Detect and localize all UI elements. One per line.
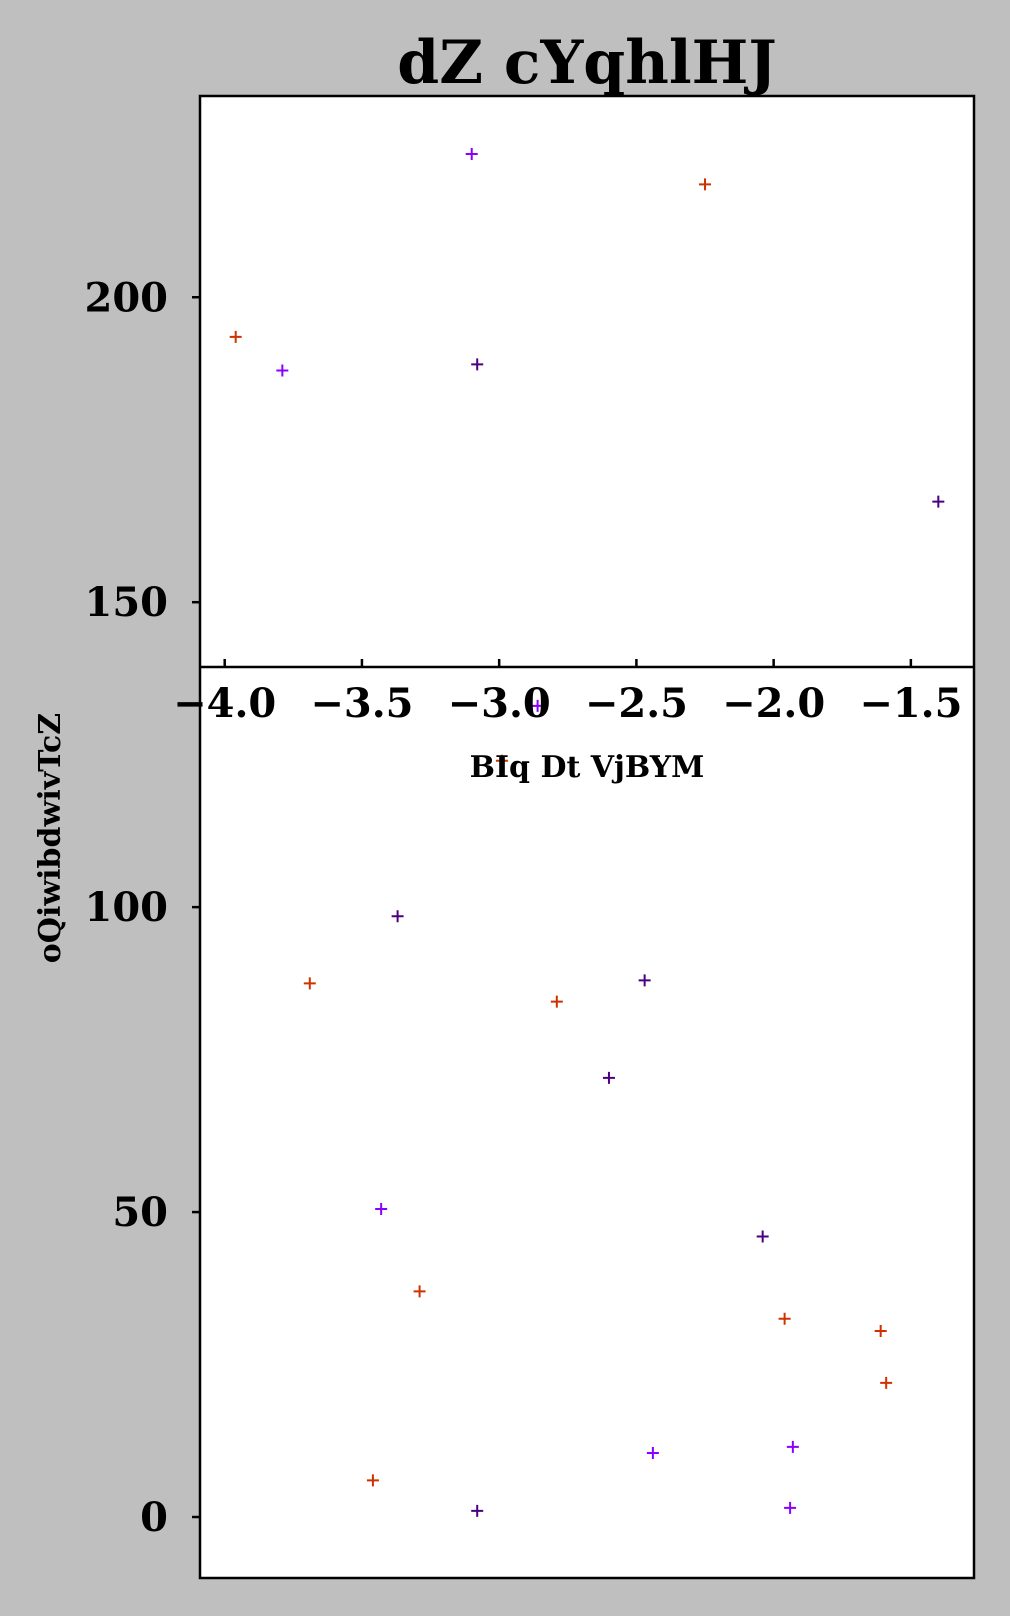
data-point [465, 147, 478, 160]
x-axis-label: BIq Dt VjBYM [470, 750, 705, 785]
data-point [699, 178, 712, 191]
data-point [932, 495, 945, 508]
data-point [756, 1230, 769, 1243]
data-point [602, 1071, 615, 1084]
x-axis-ticks: −4.0 −3.5 −3.0 −2.5 −2.0 −1.5 [173, 659, 962, 727]
data-point [276, 364, 289, 377]
data-point [880, 1376, 893, 1389]
y-axis-label: oQiwibdwivTcZ [33, 713, 68, 963]
data-point [874, 1325, 887, 1337]
data-point [391, 910, 404, 923]
data-point [531, 699, 544, 712]
data-point [471, 358, 484, 371]
plot-area [198, 94, 976, 1580]
x-tick-label: −2.0 [722, 680, 825, 727]
data-point [471, 1504, 484, 1517]
data-point [786, 1440, 799, 1453]
x-tick-label: −1.5 [859, 680, 962, 727]
y-tick-label: 0 [140, 1494, 168, 1541]
data-points [229, 147, 945, 1517]
y-tick-label: 200 [85, 274, 169, 321]
data-point [495, 754, 508, 767]
y-tick-label: 150 [85, 579, 169, 626]
data-point [413, 1285, 426, 1298]
y-tick-label: 100 [85, 884, 169, 931]
x-tick-label: −4.0 [173, 680, 276, 727]
data-point [638, 974, 651, 987]
data-point [550, 995, 563, 1008]
x-tick-label: −3.5 [310, 680, 413, 727]
data-point [229, 330, 242, 343]
data-point [784, 1501, 797, 1514]
data-point [303, 977, 316, 990]
data-point [646, 1446, 659, 1459]
chart-title: dZ cYqhlHJ [397, 28, 776, 98]
data-point [366, 1474, 379, 1487]
data-point [778, 1312, 791, 1325]
y-axis-ticks: 0 50 100 150 200 [85, 274, 200, 1541]
x-tick-label: −2.5 [585, 680, 688, 727]
x-tick-label: −3.0 [448, 680, 551, 727]
y-tick-label: 50 [112, 1189, 168, 1236]
data-point [375, 1203, 388, 1216]
